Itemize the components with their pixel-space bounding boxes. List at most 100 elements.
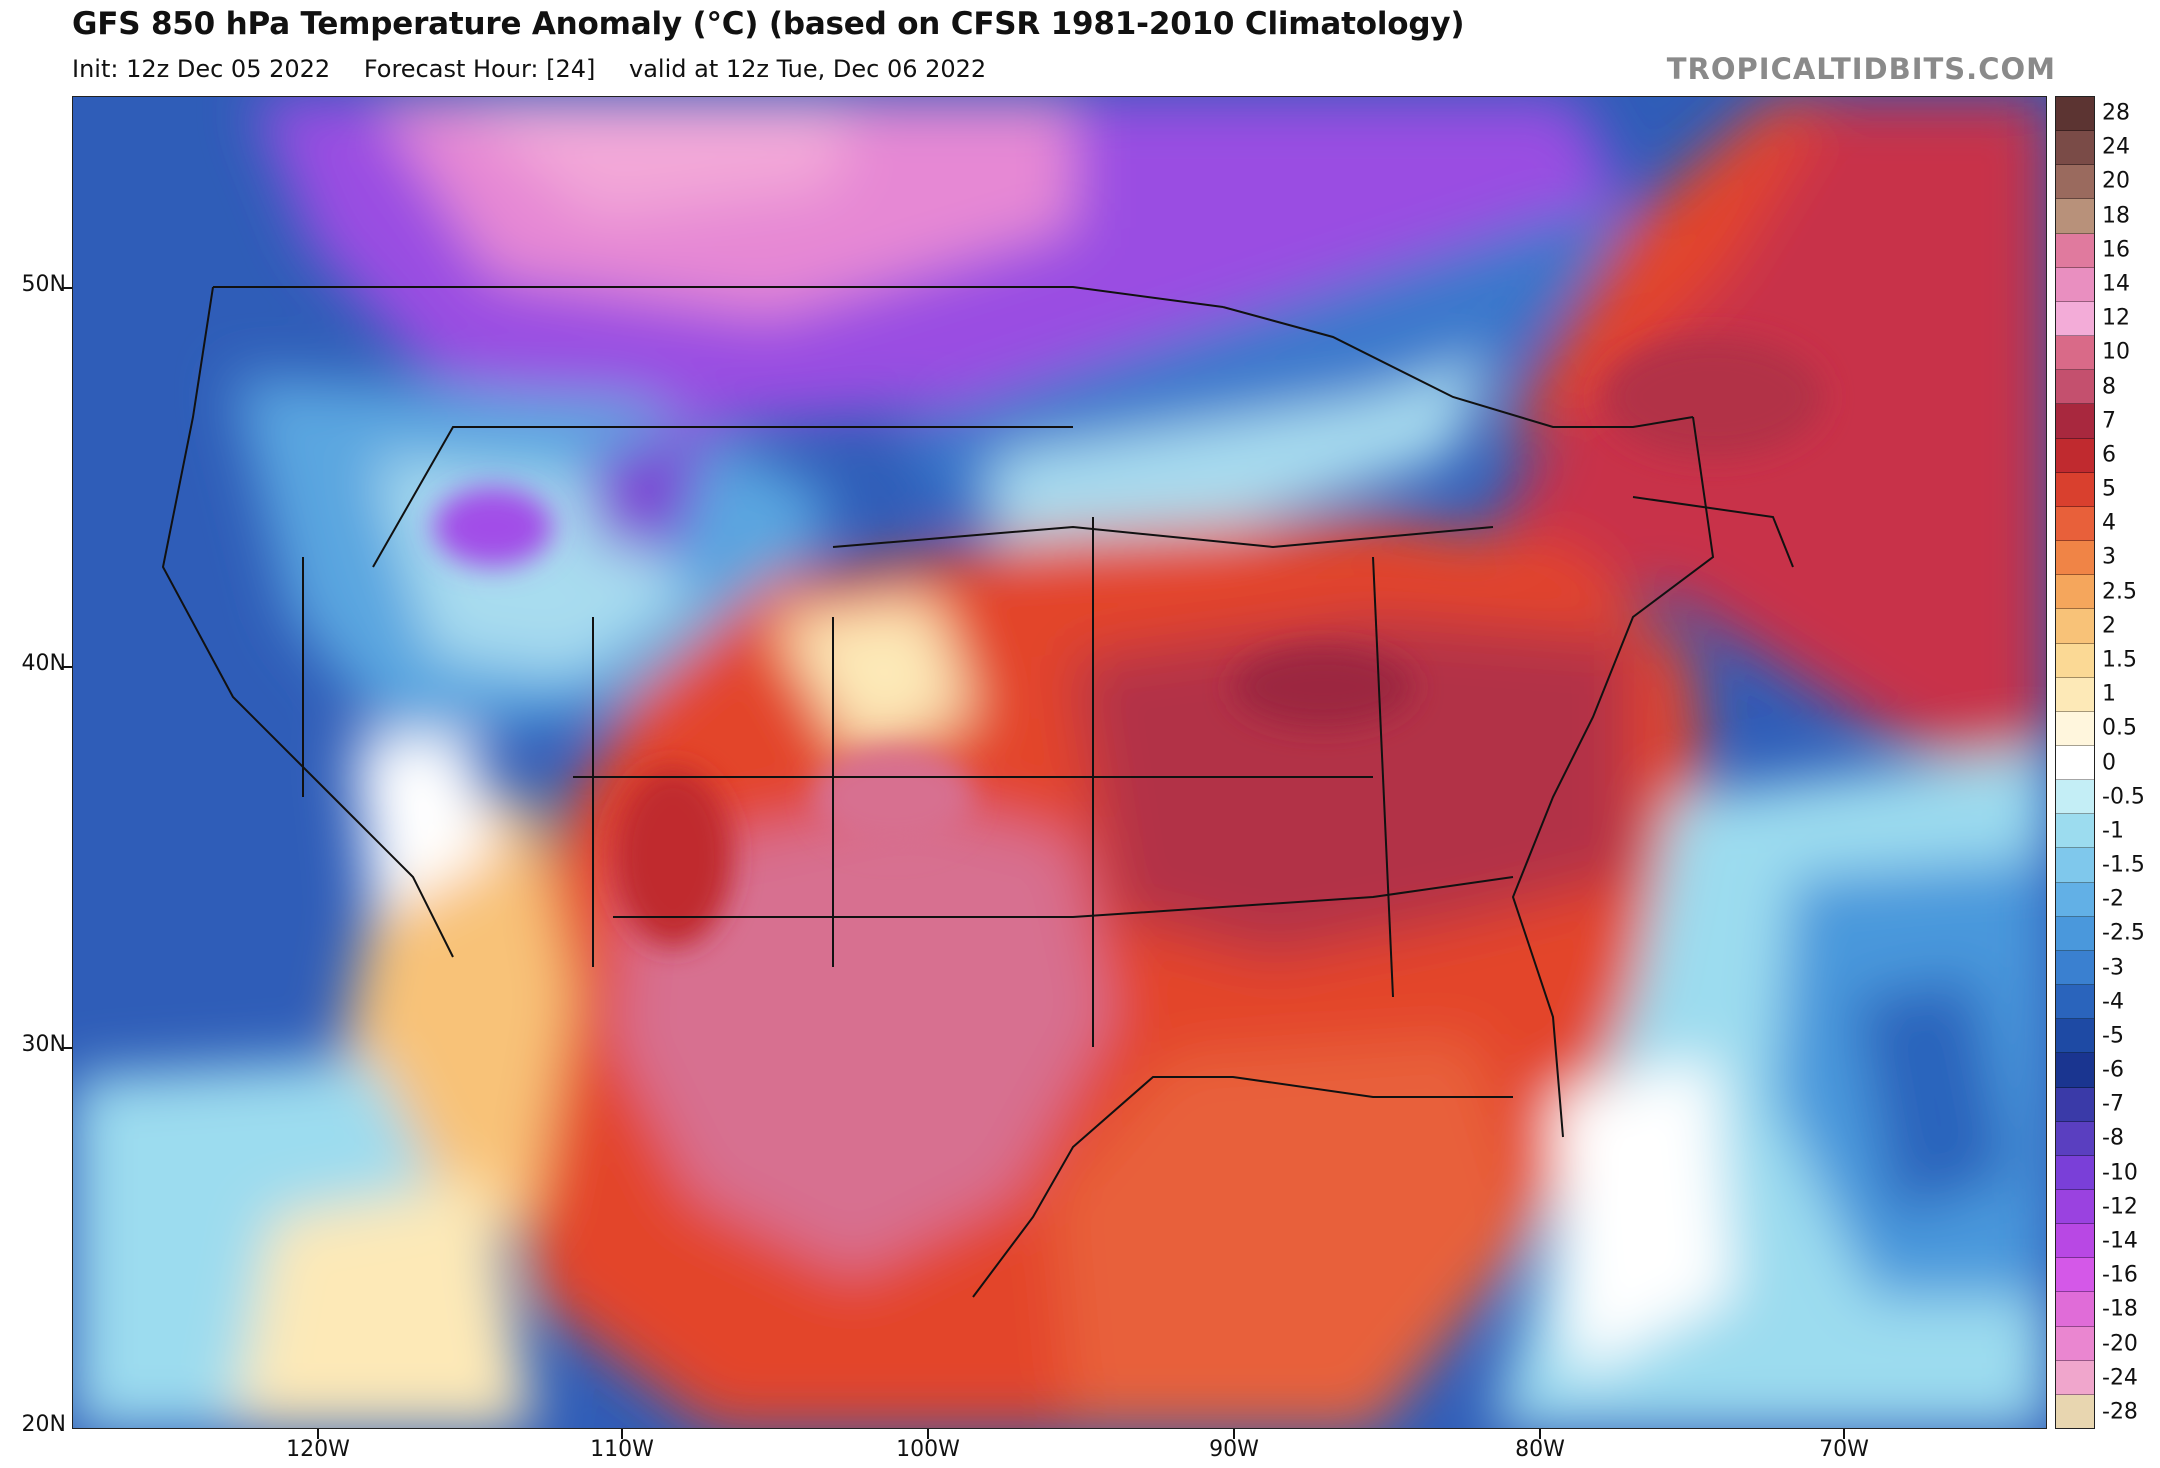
- colorbar-swatch: [2056, 506, 2094, 542]
- colorbar-label: 12: [2102, 305, 2130, 331]
- colorbar-swatch: [2056, 882, 2094, 917]
- colorbar-swatch: [2056, 267, 2094, 302]
- colorbar-swatch: [2056, 1292, 2094, 1327]
- lon-label-70w: 70W: [1819, 1437, 1869, 1462]
- colorbar-label: -18: [2102, 1296, 2138, 1322]
- colorbar-swatch: [2056, 1326, 2094, 1361]
- colorbar-label: 6: [2102, 442, 2116, 468]
- colorbar: [2055, 96, 2095, 1429]
- colorbar-swatch: [2056, 1224, 2094, 1259]
- colorbar-swatch: [2056, 1155, 2094, 1190]
- colorbar-label: -24: [2102, 1365, 2138, 1391]
- colorbar-swatch: [2056, 745, 2094, 781]
- lat-tick: [62, 1047, 72, 1049]
- colorbar-swatch: [2056, 301, 2094, 337]
- colorbar-swatch: [2056, 985, 2094, 1020]
- colorbar-swatch: [2056, 1053, 2094, 1088]
- colorbar-swatch: [2056, 1190, 2094, 1225]
- valid-time: valid at 12z Tue, Dec 06 2022: [629, 55, 987, 83]
- brand-watermark: TROPICALTIDBITS.COM: [1666, 52, 2056, 86]
- lon-tick: [1233, 1429, 1235, 1439]
- lat-label-30n: 30N: [21, 1032, 66, 1057]
- lon-tick: [1843, 1429, 1845, 1439]
- lon-label-90w: 90W: [1209, 1437, 1259, 1462]
- colorbar-swatch: [2056, 438, 2094, 473]
- lat-tick: [62, 287, 72, 289]
- lon-tick: [317, 1429, 319, 1439]
- colorbar-label: -6: [2102, 1057, 2124, 1083]
- colorbar-swatch: [2056, 643, 2094, 678]
- colorbar-swatch: [2056, 131, 2094, 166]
- lon-label-120w: 120W: [286, 1437, 350, 1462]
- colorbar-label: 7: [2102, 408, 2116, 434]
- lon-label-100w: 100W: [896, 1437, 960, 1462]
- colorbar-label: 3: [2102, 544, 2116, 570]
- lat-label-20n: 20N: [21, 1412, 66, 1437]
- colorbar-swatch: [2056, 199, 2094, 234]
- colorbar-label: -10: [2102, 1160, 2138, 1186]
- colorbar-swatch: [2056, 336, 2094, 371]
- colorbar-label: 14: [2102, 271, 2130, 297]
- colorbar-label: -12: [2102, 1194, 2138, 1220]
- colorbar-swatch: [2056, 1258, 2094, 1293]
- lon-label-80w: 80W: [1515, 1437, 1565, 1462]
- colorbar-label: -5: [2102, 1023, 2124, 1049]
- colorbar-swatch: [2056, 541, 2094, 576]
- colorbar-label: -1: [2102, 818, 2124, 844]
- colorbar-label: 5: [2102, 476, 2116, 502]
- colorbar-label: -16: [2102, 1262, 2138, 1288]
- colorbar-label: -2.5: [2102, 920, 2145, 946]
- lat-label-50n: 50N: [21, 272, 66, 297]
- colorbar-label: -14: [2102, 1228, 2138, 1254]
- colorbar-label: -4: [2102, 989, 2124, 1015]
- colorbar-swatch: [2056, 1360, 2094, 1395]
- init-time: Init: 12z Dec 05 2022: [72, 55, 331, 83]
- colorbar-label: 2: [2102, 613, 2116, 639]
- colorbar-label: 0.5: [2102, 715, 2137, 741]
- state-boundaries: [161, 286, 1794, 1298]
- colorbar-label: 4: [2102, 510, 2116, 536]
- colorbar-swatch: [2056, 370, 2094, 405]
- map-graphic: [73, 97, 2046, 1428]
- colorbar-swatch: [2056, 233, 2094, 268]
- anomaly-detail: [433, 337, 1823, 947]
- anomaly-field: [73, 97, 2046, 1428]
- map-title: GFS 850 hPa Temperature Anomaly (°C) (ba…: [72, 6, 1465, 42]
- colorbar-swatch: [2056, 1394, 2094, 1429]
- colorbar-label: 2.5: [2102, 579, 2137, 605]
- colorbar-label: 18: [2102, 203, 2130, 229]
- colorbar-label: 20: [2102, 168, 2130, 194]
- colorbar-swatch: [2056, 1087, 2094, 1122]
- colorbar-label: -20: [2102, 1331, 2138, 1357]
- colorbar-label: 24: [2102, 134, 2130, 160]
- lon-tick: [1539, 1429, 1541, 1439]
- colorbar-swatch: [2056, 1019, 2094, 1054]
- colorbar-swatch: [2056, 677, 2094, 712]
- colorbar-label: -7: [2102, 1091, 2124, 1117]
- lat-label-40n: 40N: [21, 651, 66, 676]
- colorbar-label: -3: [2102, 955, 2124, 981]
- colorbar-label: 1: [2102, 681, 2116, 707]
- colorbar-label: -1.5: [2102, 852, 2145, 878]
- anomaly-map: [72, 96, 2047, 1429]
- colorbar-swatch: [2056, 950, 2094, 986]
- colorbar-swatch: [2056, 165, 2094, 200]
- colorbar-swatch: [2056, 404, 2094, 439]
- lat-tick: [62, 666, 72, 668]
- colorbar-swatch: [2056, 848, 2094, 883]
- colorbar-label: 28: [2102, 100, 2130, 126]
- colorbar-label: 8: [2102, 374, 2116, 400]
- colorbar-swatch: [2056, 97, 2094, 132]
- colorbar-label: 1.5: [2102, 647, 2137, 673]
- lon-tick: [927, 1429, 929, 1439]
- colorbar-swatch: [2056, 711, 2094, 746]
- colorbar-label: 10: [2102, 339, 2130, 365]
- colorbar-swatch: [2056, 780, 2094, 815]
- lon-label-110w: 110W: [590, 1437, 654, 1462]
- colorbar-label: 16: [2102, 237, 2130, 263]
- lon-tick: [621, 1429, 623, 1439]
- colorbar-swatch: [2056, 575, 2094, 610]
- map-subtitle: Init: 12z Dec 05 2022 Forecast Hour: [24…: [72, 55, 1012, 83]
- colorbar-label: -28: [2102, 1399, 2138, 1425]
- colorbar-label: -2: [2102, 886, 2124, 912]
